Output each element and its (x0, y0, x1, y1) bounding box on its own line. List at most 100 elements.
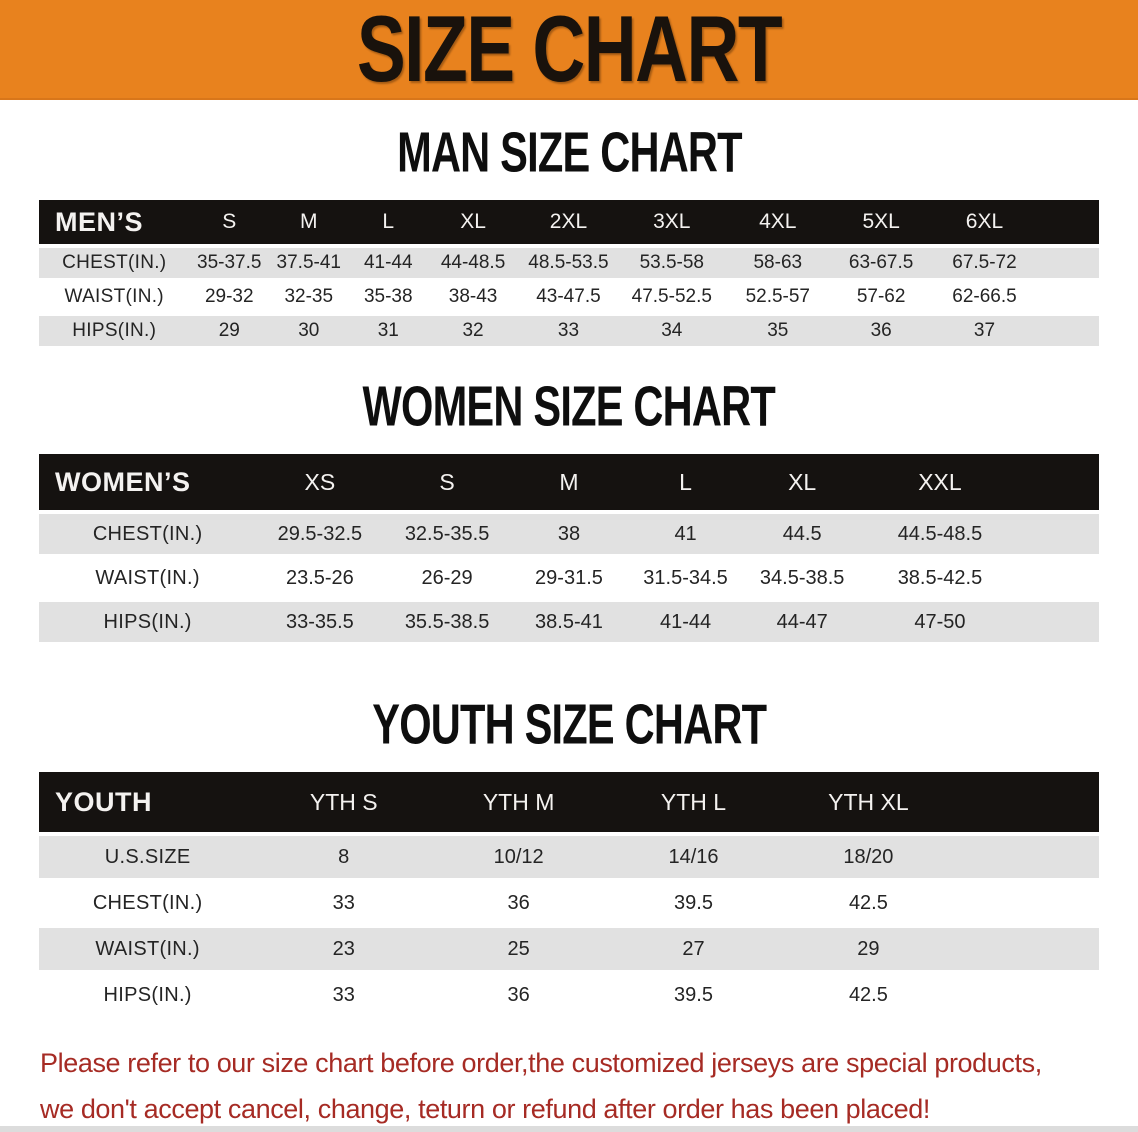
row-filler (1037, 282, 1099, 312)
table-row: CHEST(IN.) 35-37.5 37.5-41 41-44 44-48.5 48.5… (39, 248, 1099, 278)
row-filler (955, 836, 1099, 878)
row-filler (1019, 602, 1099, 642)
table-header-row: YOUTH YTH S YTH M YTH L YTH XL (39, 772, 1099, 832)
row-filler (1037, 248, 1099, 278)
cell-value: 62-66.5 (931, 282, 1038, 312)
cell-value: 30 (269, 316, 349, 346)
row-filler (1037, 316, 1099, 346)
cell-value: 31 (348, 316, 429, 346)
cell-value: 29.5-32.5 (256, 514, 384, 554)
column-header: YTH M (431, 772, 607, 832)
youth-size-chart-section: YOUTH SIZE CHART YOUTH YTH S YTH M YTH L YTH… (0, 693, 1138, 1020)
cell-value: 44.5-48.5 (860, 514, 1020, 554)
cell-value: 41-44 (348, 248, 429, 278)
banner: SIZE CHART (0, 0, 1138, 100)
column-header: L (348, 200, 429, 244)
men-section-heading-text: MAN SIZE CHART (396, 121, 742, 185)
disclaimer-line-2: we don't accept cancel, change, teturn o… (40, 1094, 930, 1124)
women-section-heading-text: WOMEN SIZE CHART (362, 375, 776, 439)
table-row: WAIST(IN.) 23.5-26 26-29 29-31.5 31.5-34.5 34… (39, 558, 1099, 598)
cell-value: 36 (431, 974, 607, 1016)
cell-value: 41 (627, 514, 744, 554)
cell-value: 44.5 (743, 514, 861, 554)
column-header: M (269, 200, 349, 244)
cell-value: 25 (431, 928, 607, 970)
cell-value: 47-50 (860, 602, 1020, 642)
cell-value: 57-62 (830, 282, 932, 312)
cell-value: 41-44 (627, 602, 744, 642)
cell-value: 58-63 (724, 248, 831, 278)
cell-value: 67.5-72 (931, 248, 1038, 278)
cell-value: 18/20 (780, 836, 956, 878)
column-header: YTH L (606, 772, 781, 832)
table-row: CHEST(IN.) 29.5-32.5 32.5-35.5 38 41 44.5 44.5… (39, 514, 1099, 554)
column-header: XL (743, 454, 861, 510)
cell-value: 44-47 (743, 602, 861, 642)
cell-value: 29 (189, 316, 270, 346)
cell-value: 23.5-26 (256, 558, 384, 598)
cell-value: 10/12 (431, 836, 607, 878)
row-label: CHEST(IN.) (39, 882, 257, 924)
cell-value: 29 (780, 928, 956, 970)
column-header: XS (256, 454, 384, 510)
header-filler (955, 772, 1099, 832)
column-header: 3XL (618, 200, 725, 244)
cell-value: 37.5-41 (269, 248, 349, 278)
row-label: HIPS(IN.) (39, 316, 190, 346)
row-label: U.S.SIZE (39, 836, 257, 878)
disclaimer-line-1: Please refer to our size chart before or… (40, 1048, 1042, 1078)
row-filler (1019, 514, 1099, 554)
row-filler (1019, 558, 1099, 598)
cell-value: 32 (428, 316, 519, 346)
cell-value: 39.5 (606, 882, 781, 924)
cell-value: 29-32 (189, 282, 270, 312)
cell-value: 33-35.5 (256, 602, 384, 642)
cell-value: 53.5-58 (618, 248, 725, 278)
cell-value: 42.5 (780, 882, 956, 924)
row-label: CHEST(IN.) (39, 514, 257, 554)
banner-title: SIZE CHART (356, 0, 783, 101)
men-size-chart-section: MAN SIZE CHART MEN’S S M L XL 2XL 3XL 4XL 5XL 6XL… (0, 121, 1138, 350)
men-section-heading: MAN SIZE CHART (0, 121, 1138, 185)
cell-value: 35-38 (348, 282, 429, 312)
header-filler (1037, 200, 1099, 244)
cell-value: 38.5-41 (510, 602, 628, 642)
row-filler (955, 928, 1099, 970)
column-header: L (627, 454, 744, 510)
cell-value: 33 (256, 974, 432, 1016)
cell-value: 43-47.5 (518, 282, 619, 312)
cell-value: 34.5-38.5 (743, 558, 861, 598)
cell-value: 42.5 (780, 974, 956, 1016)
youth-section-heading-text: YOUTH SIZE CHART (372, 693, 767, 757)
cell-value: 36 (431, 882, 607, 924)
row-label: CHEST(IN.) (39, 248, 190, 278)
table-row: U.S.SIZE 8 10/12 14/16 18/20 (39, 836, 1099, 878)
cell-value: 14/16 (606, 836, 781, 878)
cell-value: 35-37.5 (189, 248, 270, 278)
women-size-chart-section: WOMEN SIZE CHART WOMEN’S XS S M L XL XXL CHEST(… (0, 375, 1138, 646)
table-row: CHEST(IN.) 33 36 39.5 42.5 (39, 882, 1099, 924)
cell-value: 32.5-35.5 (383, 514, 511, 554)
table-row: HIPS(IN.) 29 30 31 32 33 34 35 36 37 (39, 316, 1099, 346)
cell-value: 26-29 (383, 558, 511, 598)
cell-value: 35 (724, 316, 831, 346)
youth-section-heading: YOUTH SIZE CHART (0, 693, 1138, 757)
cell-value: 8 (256, 836, 432, 878)
cell-value: 34 (618, 316, 725, 346)
header-filler (1019, 454, 1099, 510)
cell-value: 35.5-38.5 (383, 602, 511, 642)
women-section-heading: WOMEN SIZE CHART (0, 375, 1138, 439)
women-size-table: WOMEN’S XS S M L XL XXL CHEST(IN.) 29.5-32.5 32.5… (39, 450, 1099, 646)
table-corner-label: MEN’S (39, 200, 190, 244)
column-header: XXL (860, 454, 1020, 510)
table-row: HIPS(IN.) 33-35.5 35.5-38.5 38.5-41 41-44 44-… (39, 602, 1099, 642)
column-header: 2XL (518, 200, 619, 244)
cell-value: 38-43 (428, 282, 519, 312)
cell-value: 44-48.5 (428, 248, 519, 278)
cell-value: 37 (931, 316, 1038, 346)
table-row: WAIST(IN.) 29-32 32-35 35-38 38-43 43-47.5 47.… (39, 282, 1099, 312)
cell-value: 36 (830, 316, 932, 346)
table-corner-label: WOMEN’S (39, 454, 257, 510)
row-label: WAIST(IN.) (39, 928, 257, 970)
